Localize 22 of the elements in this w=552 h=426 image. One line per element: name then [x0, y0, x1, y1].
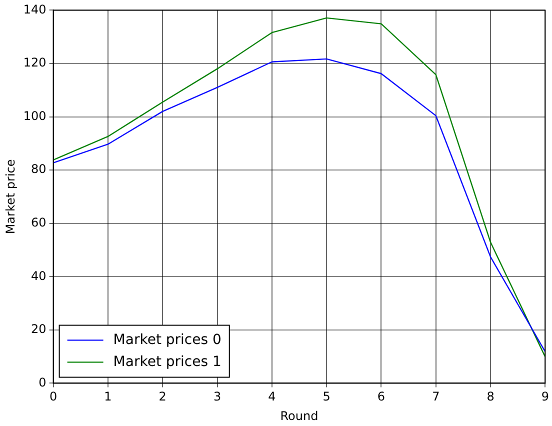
legend-label: Market prices 0 [113, 332, 222, 348]
x-tick-label: 4 [268, 390, 276, 404]
y-tick-label: 120 [23, 56, 46, 70]
x-tick-label: 5 [322, 390, 330, 404]
y-tick-label: 40 [31, 268, 46, 283]
y-tick-label: 80 [31, 162, 46, 176]
x-tick-label: 0 [49, 390, 58, 404]
x-tick-label: 1 [104, 390, 112, 404]
y-tick-label: 60 [31, 215, 46, 230]
x-tick-label: 3 [213, 390, 222, 404]
x-tick-label: 6 [377, 390, 386, 404]
x-tick-label: 2 [158, 390, 166, 404]
x-tick-label: 8 [486, 390, 494, 404]
x-axis-title: Round [280, 408, 318, 423]
legend-label: Market prices 1 [113, 354, 222, 370]
y-tick-label: 100 [23, 108, 46, 123]
y-tick-label: 20 [31, 322, 46, 336]
x-tick-label: 7 [432, 390, 440, 404]
y-axis-title: Market price [3, 159, 18, 234]
y-tick-label: 140 [23, 2, 46, 16]
y-tick-label: 0 [38, 375, 46, 390]
x-tick-label: 9 [541, 390, 550, 404]
